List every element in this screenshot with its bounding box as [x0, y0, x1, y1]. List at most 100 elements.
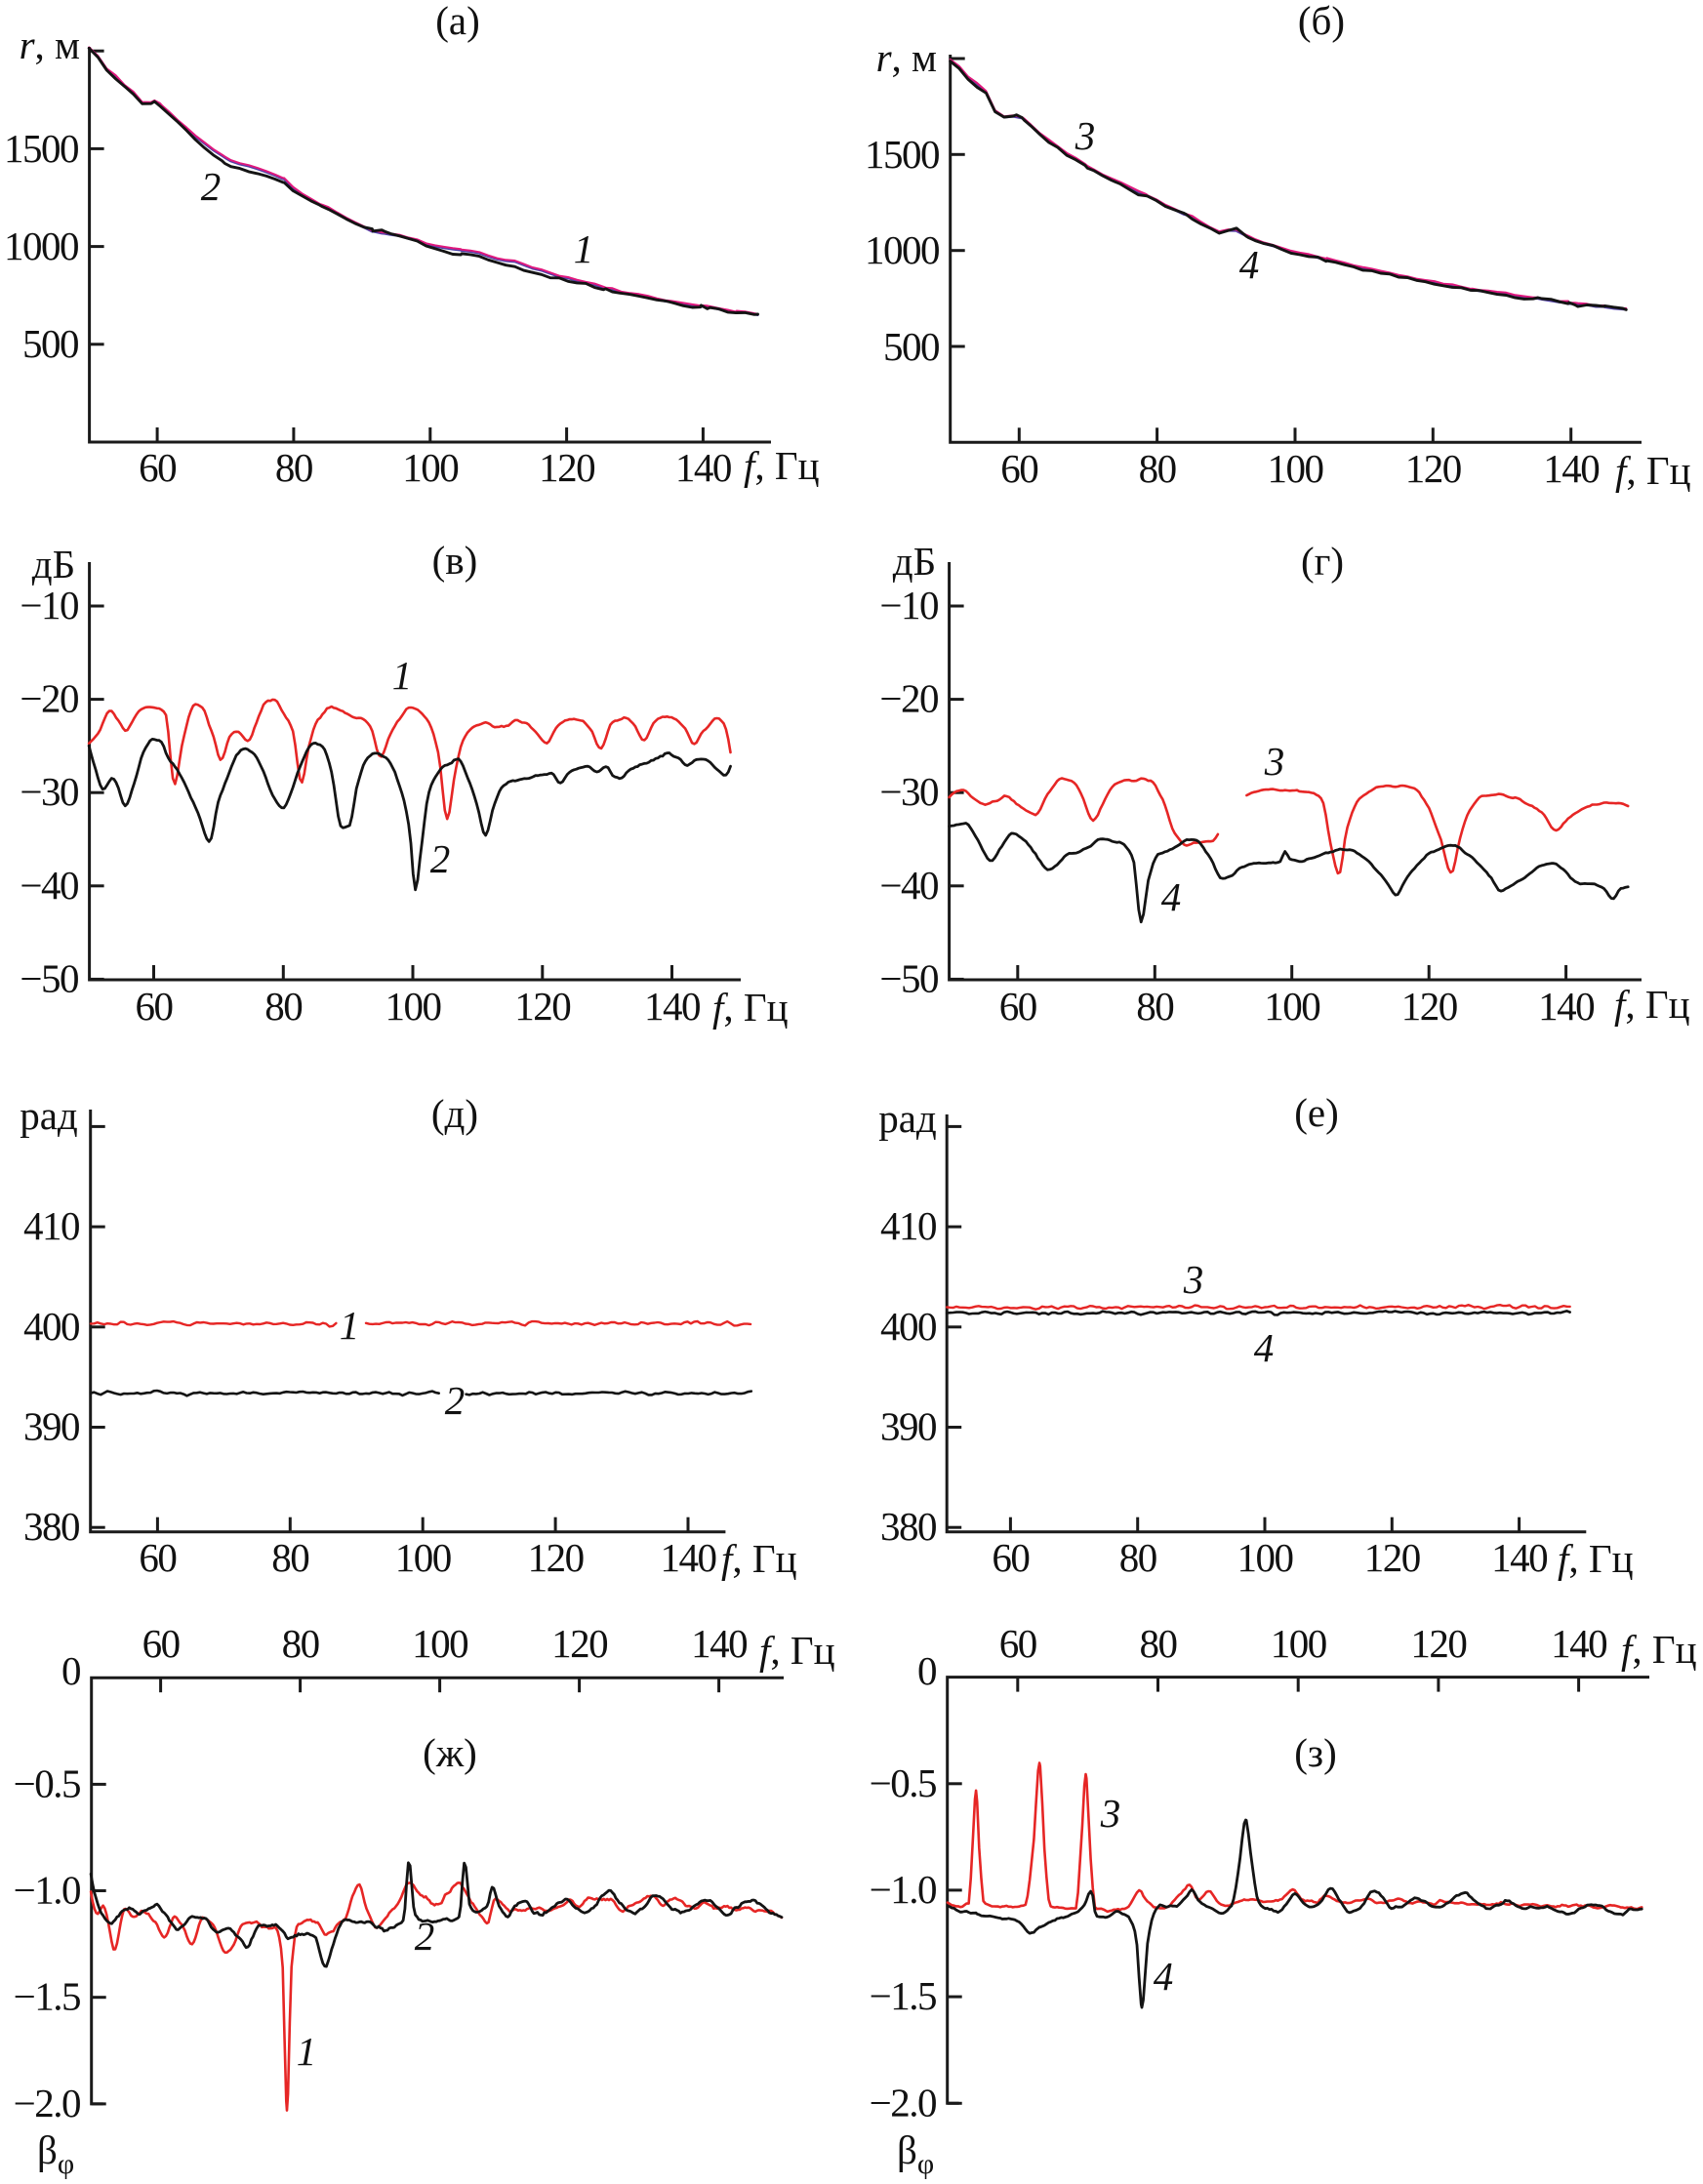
- svg-text:60: 60: [136, 984, 173, 1029]
- svg-text:80: 80: [275, 445, 312, 490]
- svg-text:−0.5: −0.5: [870, 1760, 936, 1805]
- svg-text:80: 80: [1119, 1535, 1156, 1580]
- svg-text:120: 120: [528, 1535, 584, 1580]
- svg-text:500: 500: [883, 324, 939, 369]
- svg-text:f, Гц: f, Гц: [1614, 982, 1690, 1027]
- svg-text:r, м: r, м: [876, 35, 937, 80]
- svg-text:2: 2: [415, 1914, 435, 1959]
- svg-text:f, Гц: f, Гц: [1615, 448, 1691, 493]
- svg-text:80: 80: [264, 984, 302, 1029]
- svg-text:80: 80: [1139, 446, 1176, 491]
- svg-text:1: 1: [392, 653, 413, 698]
- svg-text:380: 380: [880, 1504, 936, 1549]
- svg-text:140: 140: [691, 1621, 747, 1666]
- svg-text:−50: −50: [879, 955, 938, 1000]
- svg-text:рад: рад: [20, 1093, 78, 1138]
- svg-text:140: 140: [675, 445, 731, 490]
- svg-text:140: 140: [1543, 446, 1599, 491]
- svg-text:1: 1: [297, 2029, 317, 2074]
- svg-text:4: 4: [1154, 1954, 1174, 1999]
- svg-text:80: 80: [1140, 1621, 1177, 1666]
- svg-text:(д): (д): [431, 1091, 478, 1136]
- svg-text:−1.0: −1.0: [14, 1868, 80, 1913]
- svg-text:60: 60: [139, 445, 176, 490]
- svg-text:60: 60: [992, 1535, 1029, 1580]
- svg-text:2: 2: [201, 164, 222, 209]
- svg-text:1: 1: [340, 1303, 360, 1348]
- svg-text:60: 60: [1000, 446, 1037, 491]
- svg-text:(г): (г): [1301, 539, 1344, 584]
- svg-text:0: 0: [61, 1648, 80, 1693]
- svg-text:3: 3: [1100, 1791, 1121, 1836]
- svg-text:100: 100: [402, 445, 458, 490]
- svg-text:80: 80: [282, 1621, 319, 1666]
- svg-text:140: 140: [661, 1535, 716, 1580]
- svg-text:500: 500: [22, 321, 78, 366]
- svg-text:−2.0: −2.0: [870, 2080, 936, 2124]
- svg-text:−40: −40: [879, 863, 938, 908]
- svg-text:100: 100: [395, 1535, 451, 1580]
- svg-text:100: 100: [1264, 984, 1319, 1029]
- svg-text:−20: −20: [20, 676, 78, 721]
- svg-text:4: 4: [1254, 1325, 1275, 1370]
- svg-text:120: 120: [514, 984, 570, 1029]
- svg-text:140: 140: [1551, 1621, 1606, 1666]
- svg-text:100: 100: [412, 1621, 467, 1666]
- svg-text:120: 120: [1401, 984, 1457, 1029]
- svg-text:−0.5: −0.5: [14, 1760, 80, 1805]
- svg-text:80: 80: [1136, 984, 1173, 1029]
- svg-text:400: 400: [23, 1304, 79, 1349]
- svg-text:120: 120: [1405, 446, 1461, 491]
- svg-text:60: 60: [142, 1621, 180, 1666]
- svg-text:(з): (з): [1294, 1730, 1337, 1775]
- svg-text:f, Гц: f, Гц: [1558, 1536, 1634, 1581]
- svg-text:−30: −30: [20, 769, 78, 814]
- svg-text:2: 2: [445, 1378, 466, 1423]
- svg-text:дБ: дБ: [32, 542, 75, 586]
- svg-text:−30: −30: [879, 769, 938, 814]
- svg-text:4: 4: [1239, 242, 1260, 287]
- svg-text:f, Гц: f, Гц: [721, 1536, 797, 1581]
- svg-text:f, Гц: f, Гц: [744, 443, 820, 488]
- svg-text:r, м: r, м: [20, 22, 80, 67]
- svg-text:−1.5: −1.5: [870, 1973, 936, 2018]
- svg-text:60: 60: [999, 1621, 1036, 1666]
- svg-text:1500: 1500: [865, 132, 939, 177]
- svg-text:−1.0: −1.0: [870, 1867, 936, 1912]
- svg-text:140: 140: [1491, 1535, 1547, 1580]
- svg-text:3: 3: [1183, 1257, 1204, 1302]
- svg-text:(ж): (ж): [423, 1730, 477, 1775]
- svg-text:4: 4: [1161, 874, 1182, 919]
- svg-text:(б): (б): [1298, 0, 1345, 43]
- svg-text:(в): (в): [432, 538, 478, 583]
- svg-text:120: 120: [1364, 1535, 1420, 1580]
- svg-text:f, Гц: f, Гц: [712, 985, 789, 1030]
- svg-text:(а): (а): [435, 0, 480, 43]
- svg-text:390: 390: [23, 1404, 79, 1449]
- svg-text:60: 60: [999, 984, 1036, 1029]
- svg-text:−50: −50: [20, 955, 78, 1000]
- svg-text:400: 400: [880, 1304, 936, 1349]
- svg-text:f, Гц: f, Гц: [759, 1628, 835, 1673]
- svg-text:60: 60: [139, 1535, 176, 1580]
- svg-text:рад: рад: [878, 1096, 937, 1141]
- svg-text:100: 100: [385, 984, 441, 1029]
- svg-text:2: 2: [430, 836, 451, 881]
- svg-text:1000: 1000: [865, 227, 939, 272]
- svg-text:3: 3: [1075, 113, 1096, 158]
- svg-text:3: 3: [1264, 739, 1285, 784]
- svg-text:140: 140: [1538, 984, 1594, 1029]
- svg-text:−1.5: −1.5: [14, 1974, 80, 2019]
- svg-text:100: 100: [1237, 1535, 1293, 1580]
- svg-text:−20: −20: [879, 676, 938, 721]
- svg-text:140: 140: [644, 984, 700, 1029]
- svg-text:1500: 1500: [4, 126, 78, 171]
- svg-text:−2.0: −2.0: [14, 2081, 80, 2125]
- svg-text:80: 80: [271, 1535, 308, 1580]
- svg-text:0: 0: [917, 1648, 936, 1693]
- svg-text:−40: −40: [20, 863, 78, 908]
- svg-text:−10: −10: [879, 583, 938, 627]
- svg-text:380: 380: [23, 1504, 79, 1549]
- svg-text:390: 390: [880, 1404, 936, 1449]
- svg-text:120: 120: [539, 445, 594, 490]
